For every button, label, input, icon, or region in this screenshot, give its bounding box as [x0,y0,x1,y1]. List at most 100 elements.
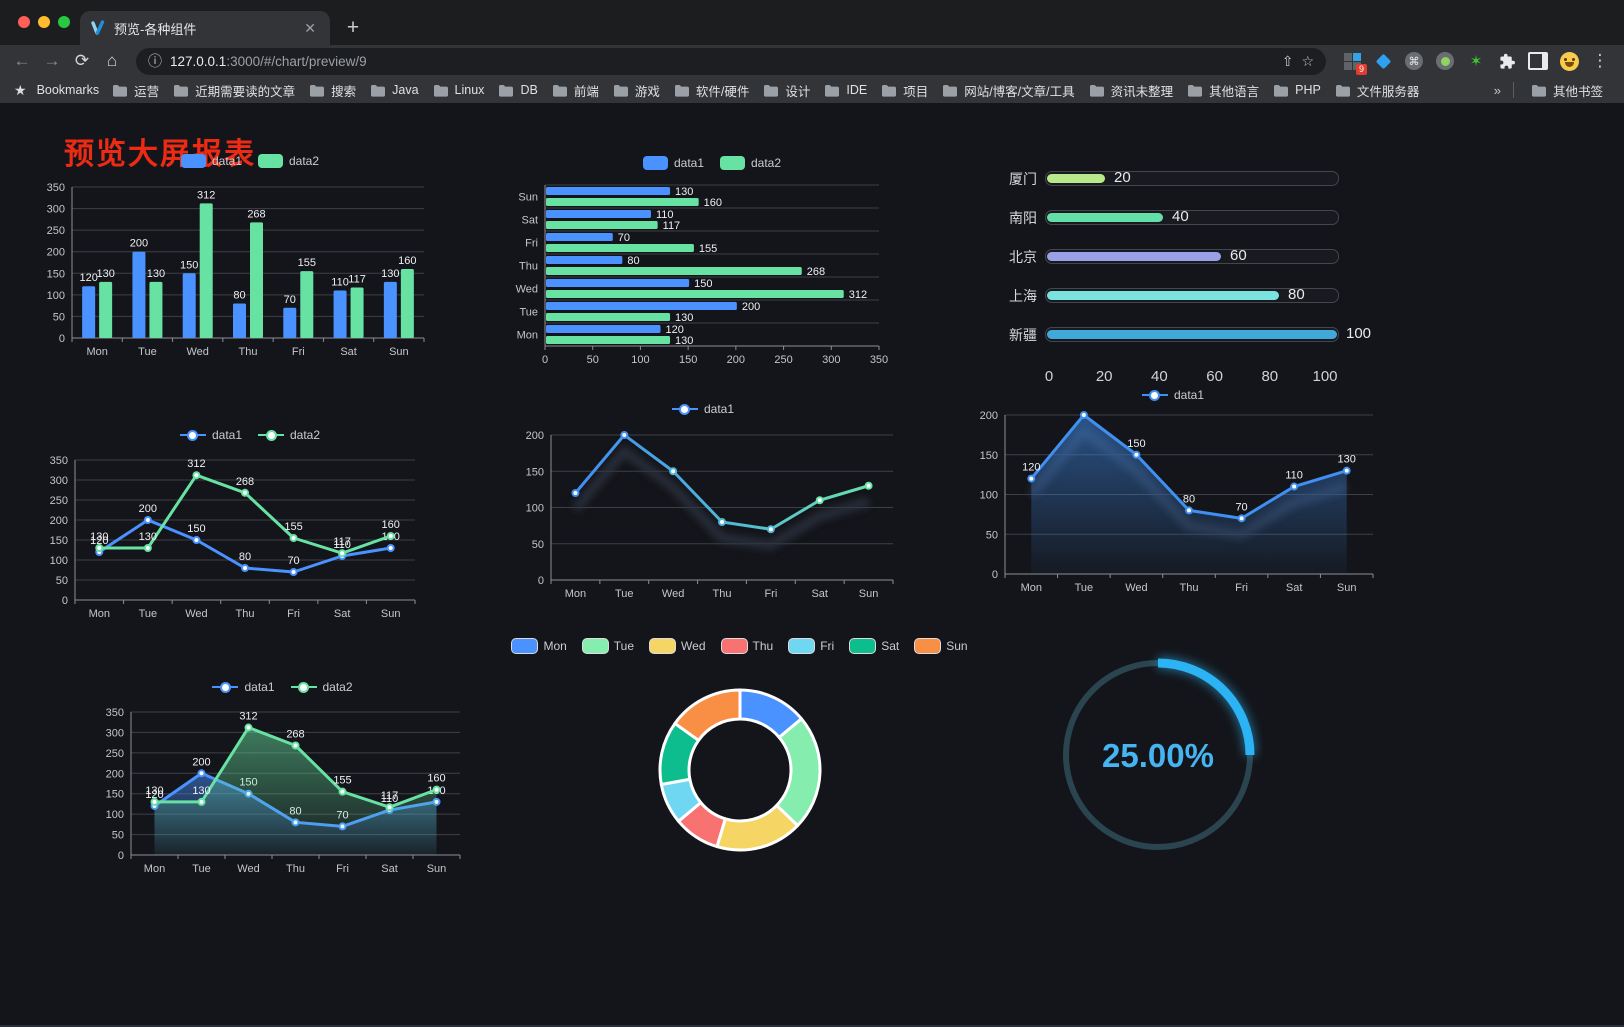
legend-item[interactable]: Fri [789,639,834,653]
grid-badge-extension-icon[interactable]: 9 [1342,51,1367,75]
folder-icon [1335,84,1350,97]
legend-item[interactable]: Wed [650,639,706,653]
folder-icon [1531,84,1546,97]
puzzle-extensions-icon[interactable] [1497,51,1517,71]
bookmark-folder[interactable]: IDE [817,81,874,99]
address-bar[interactable]: ⓘ 127.0.0.1:3000/#/chart/preview/9 ⇧ ☆ [136,47,1326,75]
maximize-window-button[interactable] [58,16,70,28]
share-icon[interactable]: ⇧ [1281,52,1294,69]
legend-item[interactable]: Sat [850,639,899,653]
tab-strip: 预览-各种组件 ✕ + [0,0,1624,45]
svg-text:100: 100 [631,354,649,366]
svg-text:150: 150 [526,466,544,478]
legend-item[interactable]: data1 [179,428,242,442]
bookmark-folder-label: DB [520,83,538,97]
back-icon[interactable]: ← [13,51,31,70]
bookmark-folder[interactable]: 游戏 [606,79,667,102]
legend-marker [671,403,698,415]
other-bookmarks-folder[interactable]: 其他书签 [1524,79,1610,102]
gauge-chart[interactable]: 25.00% [1053,648,1263,863]
profile-avatar-emoji[interactable] [1559,51,1579,71]
legend-item[interactable]: data1 [1141,388,1204,402]
window-controls [18,16,70,28]
line-chart-canvas[interactable]: 0 50 100 150 200 Mon Tue Wed Thu Fri Sat Sun [503,421,903,614]
folder-icon [613,84,628,97]
horizontal-bar-chart[interactable]: data1 data2 0 50 100 150 200 250 300 350 Sun 130 160… [503,153,921,381]
home-icon[interactable]: ⌂ [106,51,118,70]
donut-chart[interactable]: Mon Tue Wed Thu Fri Sat Sun [512,636,968,966]
line-chart-canvas[interactable]: 0 50 100 150 200 Mon Tue Wed Thu Fri Sat Sun 120 200 1… [963,398,1383,597]
folder-icon [433,84,448,97]
bookmark-folder[interactable]: 设计 [756,79,817,102]
legend-item[interactable]: Tue [582,639,634,653]
legend-item[interactable]: data1 [180,154,242,168]
legend-item[interactable]: data2 [720,156,781,170]
legend-item[interactable]: data2 [258,428,320,442]
site-info-icon[interactable]: ⓘ [148,53,162,69]
line-chart-canvas[interactable]: 0 50 100 150 200 250 300 350 Mon Tue Wed Thu Fri Sat S… [40,447,460,650]
bookmarks-overflow-chevron[interactable]: » [1493,82,1501,98]
bookmark-folder[interactable]: 其他语言 [1180,79,1266,102]
green-star-extension-icon[interactable]: ✶ [1469,53,1483,70]
menu-kebab-icon[interactable]: ⋮ [1591,51,1609,70]
legend-item[interactable]: Mon [512,639,567,653]
grouped-bar-chart[interactable]: data1 data2 0 50 100 150 200 250 300 350 Mon Tue Wed… [40,151,460,379]
gauge-canvas[interactable]: 25.00% [1053,648,1263,863]
bookmarks-label[interactable]: Bookmarks [36,83,100,97]
donut-chart-canvas[interactable] [550,658,930,958]
minimize-window-button[interactable] [38,16,50,28]
bookmark-folder[interactable]: 文件服务器 [1328,79,1427,102]
bookmark-folder[interactable]: Java [363,81,425,99]
bookmark-star-icon[interactable]: ☆ [1301,52,1314,69]
bar-chart-canvas[interactable]: 0 50 100 150 200 250 300 350 Mon Tue Wed Thu Fri Sat S… [40,173,460,376]
browser-tab[interactable]: 预览-各种组件 ✕ [80,11,330,45]
forward-icon[interactable]: → [43,51,61,70]
legend-item[interactable]: data2 [290,680,353,694]
dot-extension-icon[interactable] [1435,51,1455,71]
donut-slice-Wed[interactable] [715,803,800,852]
legend-item[interactable]: data1 [212,680,275,694]
bookmarks-star-icon[interactable]: ★ [14,81,27,98]
two-series-area-chart[interactable]: data1 data2 0 50 100 150 200 250 300 350 Mon Tue Wed… [95,677,470,897]
svg-text:50: 50 [986,529,998,541]
side-panel-icon[interactable] [1528,51,1548,71]
bookmark-folder[interactable]: 软件/硬件 [667,79,756,102]
two-series-line-chart[interactable]: data1 data2 0 50 100 150 200 250 300 350 Mon Tue Wed… [40,425,460,653]
bookmark-folder[interactable]: 运营 [105,79,166,102]
svg-text:110: 110 [656,209,674,221]
command-extension-icon[interactable]: ⌘ [1404,51,1424,71]
progress-label: 上海 [1009,287,1037,304]
legend-item[interactable]: data2 [258,154,319,168]
svg-text:Fri: Fri [525,238,538,250]
svg-text:150: 150 [679,354,697,366]
legend-item[interactable]: data1 [642,156,704,170]
bookmark-folder[interactable]: DB [491,81,544,99]
bookmark-folder[interactable]: 前端 [545,79,606,102]
legend-item[interactable]: Sun [915,639,968,653]
bookmark-folder[interactable]: Linux [426,81,492,99]
gem-extension-icon[interactable] [1373,51,1393,71]
legend-item[interactable]: data1 [671,402,734,416]
bookmark-folder[interactable]: 近期需要读的文章 [166,79,302,102]
line-chart-canvas[interactable]: 0 50 100 150 200 250 300 350 Mon Tue Wed Thu Fri Sat S… [95,699,470,895]
reload-icon[interactable]: ⟳ [74,51,90,70]
new-tab-button[interactable]: + [346,16,360,39]
bookmark-folder[interactable]: 搜索 [302,79,363,102]
progress-track: 80 [1045,286,1339,303]
donut-slice-Sun[interactable] [673,688,742,742]
bookmark-folder[interactable]: PHP [1266,81,1328,99]
bookmark-folder[interactable]: 网站/博客/文章/工具 [935,79,1081,102]
close-window-button[interactable] [18,16,30,28]
progress-bar-chart[interactable]: 厦门 20 南阳 40 北京 60 上海 80 新疆 100 0 20 40 60 80 100 [1003,157,1381,399]
bookmark-folder[interactable]: 项目 [874,79,935,102]
donut-slice-Tue[interactable] [775,717,822,828]
tab-close-icon[interactable]: ✕ [304,19,316,36]
legend-swatch [915,639,941,653]
svg-text:155: 155 [284,521,302,533]
legend-item[interactable]: Thu [721,639,773,653]
progress-row: 北京 60 [1003,237,1381,276]
area-line-chart[interactable]: data1 0 50 100 150 200 Mon Tue Wed Thu Fri Sat Sun 12… [963,385,1383,600]
bookmark-folder[interactable]: 资讯未整理 [1082,79,1181,102]
gradient-line-chart[interactable]: data1 0 50 100 150 200 Mon Tue Wed Thu Fri Sat Sun [503,399,903,617]
